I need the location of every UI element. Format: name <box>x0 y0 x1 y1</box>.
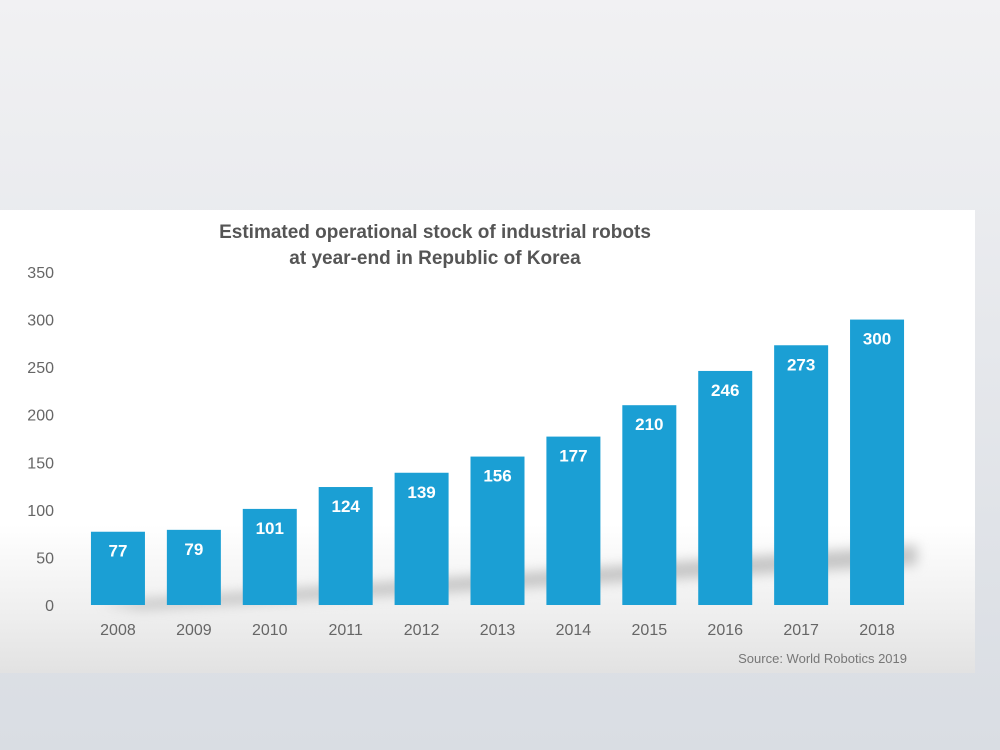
bar-value-label: 273 <box>787 355 815 374</box>
bar-2018 <box>850 319 905 605</box>
bar-value-label: 79 <box>184 540 203 559</box>
y-tick-label: 0 <box>45 598 54 615</box>
bar-2017 <box>774 345 829 605</box>
x-tick-label: 2013 <box>480 622 516 639</box>
chart-title-line-1: Estimated operational stock of industria… <box>219 222 651 243</box>
bar-2016 <box>698 370 753 605</box>
bar-value-label: 156 <box>483 467 511 486</box>
bar-2011 <box>318 487 373 605</box>
x-tick-label: 2018 <box>859 622 895 639</box>
x-tick-label: 2016 <box>707 622 743 639</box>
y-tick-label: 200 <box>27 408 54 425</box>
x-tick-label: 2008 <box>100 622 136 639</box>
y-tick-label: 350 <box>27 265 54 282</box>
y-tick-label: 300 <box>27 313 54 330</box>
y-tick-label: 250 <box>27 360 54 377</box>
x-tick-label: 2011 <box>328 622 363 639</box>
source-note: Source: World Robotics 2019 <box>738 651 907 666</box>
x-axis: 2008 2009 2010 2011 2012 2013 2014 2015 2016 2017… <box>100 622 895 639</box>
x-tick-label: 2015 <box>632 622 668 639</box>
bar-value-label: 77 <box>108 542 127 561</box>
chart-title-line-2: at year-end in Republic of Korea <box>289 248 581 269</box>
chart-title: Estimated operational stock of industria… <box>219 222 651 269</box>
bar-value-labels: 77 79 101 124 139 156 177 210 246 273 300 <box>108 330 891 561</box>
x-tick-label: 2014 <box>556 622 592 639</box>
bar-2008 <box>90 531 145 605</box>
bar-2013 <box>470 456 525 605</box>
bar-2014 <box>546 436 601 605</box>
bar-value-label: 124 <box>331 497 360 516</box>
bar-value-label: 177 <box>559 447 587 466</box>
bar-2009 <box>166 529 221 605</box>
x-tick-label: 2009 <box>176 622 212 639</box>
bar-value-label: 139 <box>407 483 435 502</box>
x-tick-label: 2017 <box>783 622 819 639</box>
bar-value-label: 300 <box>863 330 891 349</box>
x-tick-label: 2010 <box>252 622 288 639</box>
y-tick-label: 50 <box>36 550 54 567</box>
bar-2012 <box>394 472 449 605</box>
x-tick-label: 2012 <box>404 622 440 639</box>
y-tick-label: 150 <box>27 455 54 472</box>
y-tick-label: 100 <box>27 503 54 520</box>
bar-value-label: 101 <box>256 519 284 538</box>
y-axis: 0 50 100 150 200 250 300 350 <box>27 265 54 615</box>
bar-value-label: 246 <box>711 381 739 400</box>
bar-2010 <box>242 508 297 605</box>
bar-2015 <box>622 405 677 605</box>
bars <box>90 319 905 605</box>
bar-value-label: 210 <box>635 415 663 434</box>
